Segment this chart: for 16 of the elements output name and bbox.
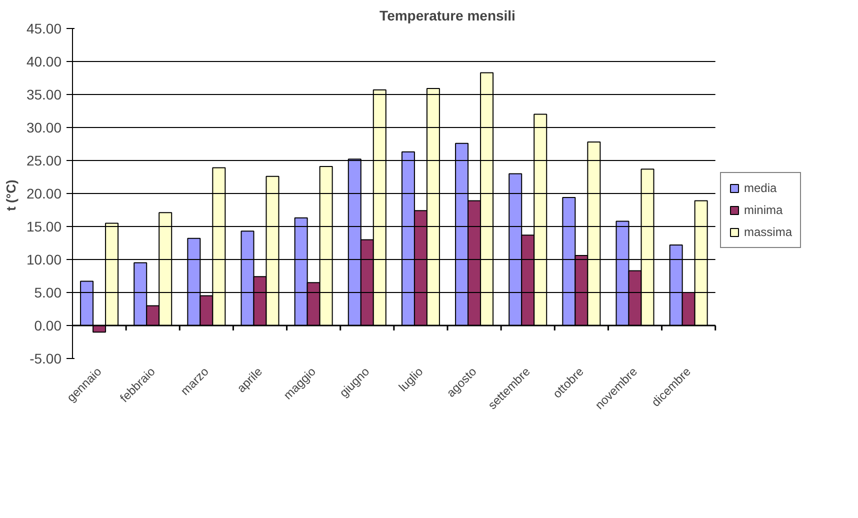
y-tick-label: -5.00 — [30, 350, 62, 366]
y-tick-label: 20.00 — [26, 186, 62, 202]
y-tick-label: 40.00 — [26, 54, 62, 70]
chart-title: Temperature mensili — [380, 8, 516, 24]
y-tick-label: 10.00 — [26, 252, 62, 268]
y-tick-label: 0.00 — [34, 318, 62, 334]
y-tick-label: 45.00 — [26, 20, 62, 36]
y-axis-title: t (°C) — [3, 180, 18, 211]
y-tick-label: 15.00 — [26, 218, 62, 234]
legend-label: media — [744, 181, 777, 195]
y-tick-label: 35.00 — [26, 86, 62, 102]
y-tick-label: 30.00 — [26, 120, 62, 136]
y-tick-label: 25.00 — [26, 152, 62, 168]
legend-label: massima — [744, 225, 792, 239]
y-tick-label: 5.00 — [34, 284, 62, 300]
legend-label: minima — [744, 203, 783, 217]
